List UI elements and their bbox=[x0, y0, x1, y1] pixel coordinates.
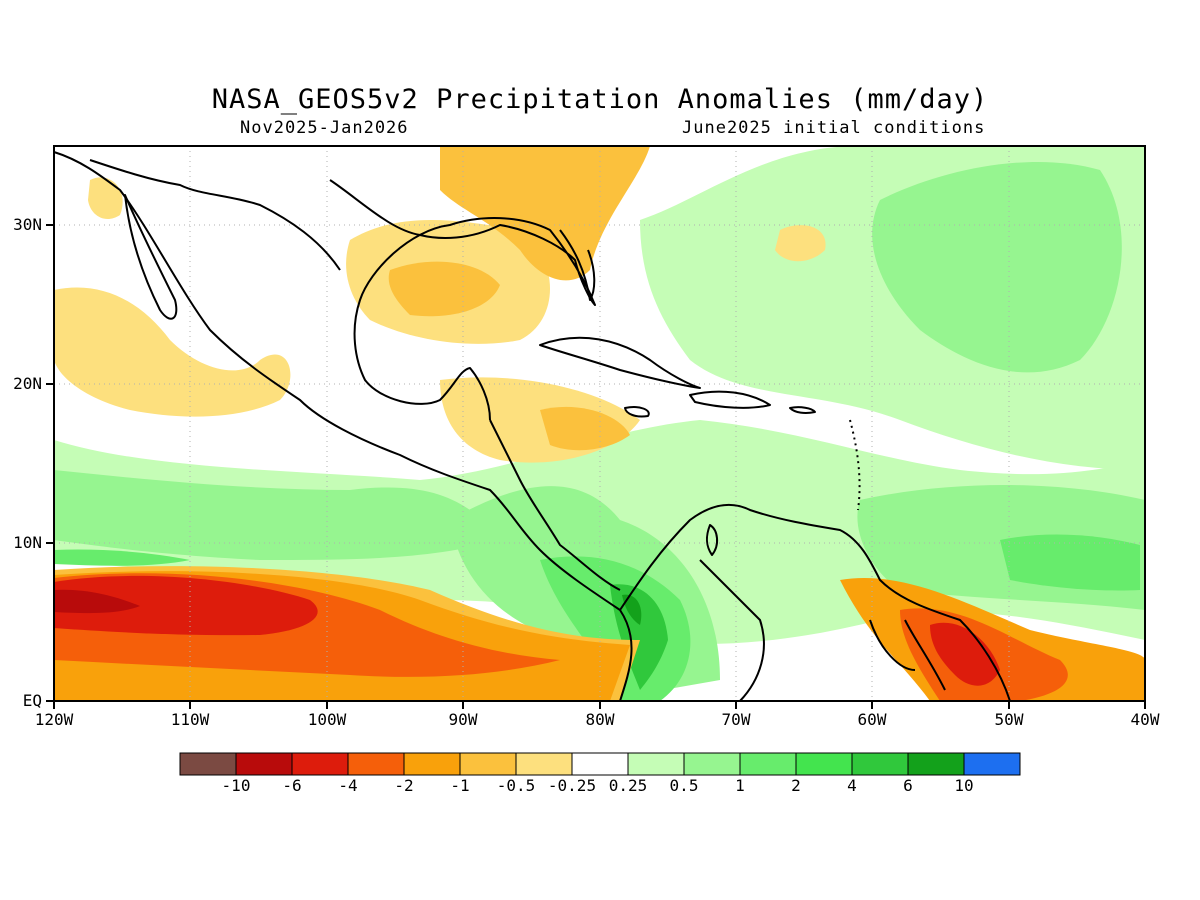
graticule bbox=[54, 146, 1145, 701]
colorbar-label: 1 bbox=[735, 776, 745, 795]
coast-central-america bbox=[489, 419, 621, 591]
dry-pacific-peak bbox=[54, 589, 140, 614]
colorbar-swatch bbox=[179, 752, 237, 776]
wet-pacific-itcz bbox=[54, 470, 500, 560]
colorbar-swatch bbox=[459, 752, 517, 776]
coast-jamaica bbox=[624, 406, 650, 418]
valid-period: Nov2025-Jan2026 bbox=[240, 118, 409, 138]
border-us-mexico bbox=[89, 159, 341, 271]
colorbar-label: -10 bbox=[221, 776, 251, 795]
colorbar bbox=[179, 752, 1021, 776]
coast-cuba bbox=[539, 336, 701, 389]
coast-puerto-rico bbox=[789, 406, 816, 414]
colorbar-label: 6 bbox=[903, 776, 913, 795]
colorbar-label: -0.25 bbox=[547, 776, 597, 795]
coast-baja bbox=[124, 194, 178, 320]
colorbar-label: -0.5 bbox=[496, 776, 536, 795]
coast-hispaniola bbox=[689, 390, 771, 409]
y-tick-label: 30N bbox=[13, 215, 42, 234]
colorbar-swatch bbox=[515, 752, 573, 776]
x-tick-label: 110W bbox=[170, 710, 210, 729]
colorbar-label: -6 bbox=[282, 776, 302, 795]
dry-gulf-core bbox=[388, 261, 500, 317]
wet-atlantic-core bbox=[872, 161, 1122, 373]
colorbar-label: 10 bbox=[954, 776, 974, 795]
anomaly-field bbox=[54, 146, 1145, 701]
coastlines bbox=[53, 151, 1011, 702]
colorbar-swatch bbox=[739, 752, 797, 776]
colorbar-swatch bbox=[347, 752, 405, 776]
dry-mexico-pacific bbox=[54, 287, 291, 417]
wet-atlantic-south-core bbox=[1000, 534, 1140, 591]
x-tick-label: 100W bbox=[307, 710, 347, 729]
y-tick-label: 20N bbox=[13, 374, 42, 393]
wet-pacific-itcz-core bbox=[54, 549, 190, 566]
dry-pacific-core bbox=[54, 575, 318, 636]
colorbar-swatch bbox=[683, 752, 741, 776]
colorbar-label: -2 bbox=[394, 776, 414, 795]
dry-baja-north bbox=[88, 177, 123, 220]
colorbar-label: 0.25 bbox=[608, 776, 648, 795]
border-venezuela-colombia bbox=[699, 559, 765, 702]
colorbar-label: 2 bbox=[791, 776, 801, 795]
coast-lake-maracaibo bbox=[705, 524, 718, 556]
dry-southeast-us bbox=[440, 146, 650, 281]
colorbar-swatch bbox=[291, 752, 349, 776]
x-tick-label: 40W bbox=[1130, 710, 1160, 729]
dry-guianas-core bbox=[930, 622, 1000, 686]
dry-caribbean-core bbox=[540, 406, 630, 451]
coast-florida bbox=[559, 229, 596, 301]
wet-colombia-max bbox=[622, 594, 642, 625]
y-tick-label: EQ bbox=[22, 691, 42, 710]
colorbar-swatch bbox=[907, 752, 965, 776]
x-tick-label: 50W bbox=[994, 710, 1024, 729]
x-tick-label: 90W bbox=[448, 710, 478, 729]
x-tick-label: 60W bbox=[857, 710, 887, 729]
colorbar-swatch bbox=[403, 752, 461, 776]
coast-gulf bbox=[329, 179, 596, 421]
colorbar-swatch bbox=[627, 752, 685, 776]
dry-atlantic-patch bbox=[775, 225, 826, 262]
axis-ticks bbox=[46, 224, 1146, 709]
colorbar-swatch bbox=[963, 752, 1021, 776]
y-tick-label: 10N bbox=[13, 533, 42, 552]
colorbar-label: -4 bbox=[338, 776, 358, 795]
border-guianas bbox=[869, 619, 946, 691]
colorbar-swatch bbox=[795, 752, 853, 776]
colorbar-label: -1 bbox=[450, 776, 470, 795]
colorbar-swatch bbox=[851, 752, 909, 776]
coast-south-america-north bbox=[619, 503, 1011, 702]
colorbar-swatch bbox=[571, 752, 629, 776]
wet-colombia-peak bbox=[610, 584, 668, 690]
map-title: NASA_GEOS5v2 Precipitation Anomalies (mm… bbox=[211, 84, 989, 115]
colorbar-label: 4 bbox=[847, 776, 857, 795]
initial-conditions: June2025 initial conditions bbox=[682, 118, 986, 138]
colorbar-label: 0.5 bbox=[669, 776, 699, 795]
x-tick-label: 80W bbox=[585, 710, 615, 729]
x-tick-label: 120W bbox=[34, 710, 74, 729]
x-tick-label: 70W bbox=[721, 710, 751, 729]
colorbar-swatch bbox=[235, 752, 293, 776]
coast-mexico-us-pacific bbox=[53, 151, 633, 702]
